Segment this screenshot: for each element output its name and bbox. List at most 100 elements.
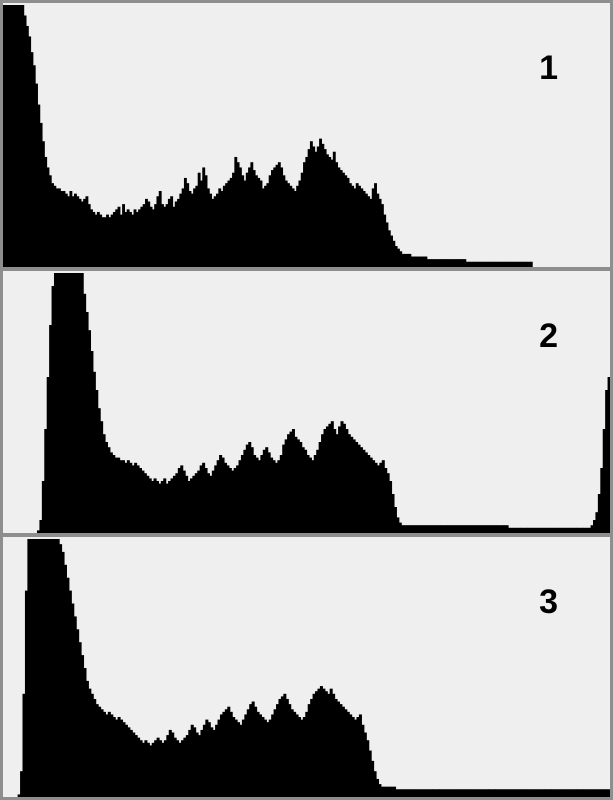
histogram-3-bin-135 xyxy=(332,693,336,797)
histogram-1-bin-82 xyxy=(190,193,194,267)
histogram-1-bin-107 xyxy=(248,167,251,267)
histogram-3-bin-174 xyxy=(427,789,431,797)
histogram-1-bin-218 xyxy=(502,261,506,267)
histogram-3-bin-45 xyxy=(112,717,116,797)
histogram-1-bin-223 xyxy=(513,261,517,267)
histogram-3-bin-57 xyxy=(141,742,145,797)
histogram-2-bin-97 xyxy=(238,460,242,533)
histogram-1-bin-99 xyxy=(229,177,233,267)
histogram-2-bin-238 xyxy=(580,527,584,533)
histogram-3-bin-215 xyxy=(527,789,531,797)
histogram-2-bin-168 xyxy=(410,525,414,533)
histogram-1-bin-29 xyxy=(69,191,73,267)
histogram-3-bin-237 xyxy=(580,789,584,797)
histogram-2-bin-55 xyxy=(136,465,140,533)
histogram-3-bin-23 xyxy=(59,544,63,797)
histogram-2-bin-30 xyxy=(75,273,79,533)
histogram-2-bin-181 xyxy=(442,525,446,533)
histogram-3-bin-181 xyxy=(444,789,448,797)
histogram-2-bin-119 xyxy=(291,429,295,533)
histogram-3-plot xyxy=(17,539,610,797)
histogram-1-bin-209 xyxy=(481,261,485,267)
histogram-2-bin-175 xyxy=(427,525,431,533)
histogram-2-bin-149 xyxy=(364,452,368,533)
histogram-2-bin-53 xyxy=(131,465,135,533)
histogram-2-bin-224 xyxy=(546,527,550,533)
histogram-1-bin-198 xyxy=(456,259,460,267)
histogram-3-bin-24 xyxy=(61,551,65,797)
histogram-3-bin-76 xyxy=(188,729,192,797)
histogram-1-bin-114 xyxy=(264,185,268,267)
histogram-3-bin-184 xyxy=(451,789,455,797)
histogram-3-bin-64 xyxy=(159,740,163,797)
histogram-2-bin-42 xyxy=(104,442,109,533)
histogram-2-bin-163 xyxy=(398,522,402,533)
histogram-1-bin-64 xyxy=(149,206,153,267)
histogram-1-bin-9 xyxy=(23,15,27,267)
histogram-2-bin-167 xyxy=(408,525,412,533)
histogram-2-bin-95 xyxy=(233,468,237,533)
histogram-3-bin-216 xyxy=(529,789,533,797)
histogram-2-bin-65 xyxy=(160,481,164,533)
histogram-3-bin-27 xyxy=(68,590,72,797)
histogram-1-bin-18 xyxy=(44,156,48,267)
histogram-2-bin-116 xyxy=(284,439,288,533)
histogram-1-bin-197 xyxy=(454,259,458,267)
histogram-3-bin-154 xyxy=(378,784,382,797)
histogram-3-bin-170 xyxy=(417,789,421,797)
histogram-3-bin-245 xyxy=(600,789,604,797)
histogram-3-bin-229 xyxy=(561,789,565,797)
histogram-3-bin-167 xyxy=(410,789,414,797)
histogram-2-bin-180 xyxy=(440,525,444,533)
histogram-3-bin-230 xyxy=(563,789,567,797)
histogram-3-bin-224 xyxy=(549,789,553,797)
histogram-3-bin-86 xyxy=(212,729,216,797)
histogram-2-bin-106 xyxy=(260,455,264,533)
histogram-2-bin-194 xyxy=(474,525,478,533)
histogram-3-bin-217 xyxy=(531,789,536,797)
histogram-2-bin-216 xyxy=(527,527,531,533)
histogram-1-bin-139 xyxy=(321,143,325,267)
histogram-1-bin-34 xyxy=(80,201,84,267)
histogram-1-bin-12 xyxy=(30,52,34,267)
histogram-2-bin-203 xyxy=(495,525,499,533)
histogram-2-bin-133 xyxy=(325,426,329,533)
histogram-2-bin-201 xyxy=(491,525,495,533)
histogram-3-bin-211 xyxy=(517,789,521,797)
histogram-3-bin-105 xyxy=(258,714,262,797)
histogram-2-bin-122 xyxy=(299,442,303,533)
histogram-3-bin-9 xyxy=(24,590,28,797)
histogram-3-bin-182 xyxy=(446,789,450,797)
histogram-1-bin-15 xyxy=(37,104,41,267)
histogram-2-bin-176 xyxy=(430,525,434,533)
histogram-1-bin-199 xyxy=(458,259,462,267)
histogram-2-bin-219 xyxy=(534,527,538,533)
histogram-3-bin-219 xyxy=(536,789,540,797)
histogram-1-bin-140 xyxy=(323,149,327,267)
histogram-3-bin-58 xyxy=(144,740,148,797)
histogram-1-bin-60 xyxy=(140,206,144,267)
histogram-2-bin-96 xyxy=(236,465,240,533)
histogram-1-bin-44 xyxy=(103,217,107,267)
histogram-1-bin-2 xyxy=(7,5,11,267)
histogram-2-bin-76 xyxy=(187,481,191,533)
histogram-2-bin-61 xyxy=(151,481,155,533)
histogram-3-bin-221 xyxy=(541,789,545,797)
histogram-2-bin-150 xyxy=(367,455,371,533)
histogram-1-bin-24 xyxy=(57,188,61,267)
histogram-3-bin-48 xyxy=(120,719,124,797)
histogram-2-bin-160 xyxy=(391,494,395,533)
histogram-2-bin-227 xyxy=(554,527,558,533)
histogram-2-bin-162 xyxy=(396,517,400,533)
histogram-2-bin-154 xyxy=(376,465,380,533)
histogram-3-bin-117 xyxy=(288,704,292,797)
histogram-3-bin-63 xyxy=(156,737,160,797)
histogram-3-bin-235 xyxy=(575,789,579,797)
histogram-2-bin-109 xyxy=(267,452,271,533)
histogram-3-bin-141 xyxy=(346,711,350,797)
histogram-1-bin-149 xyxy=(344,175,348,267)
histogram-3-bin-112 xyxy=(276,704,280,797)
histogram-3-bin-123 xyxy=(302,717,306,797)
histogram-3-bin-133 xyxy=(327,693,331,797)
histogram-1-bin-117 xyxy=(271,170,274,267)
